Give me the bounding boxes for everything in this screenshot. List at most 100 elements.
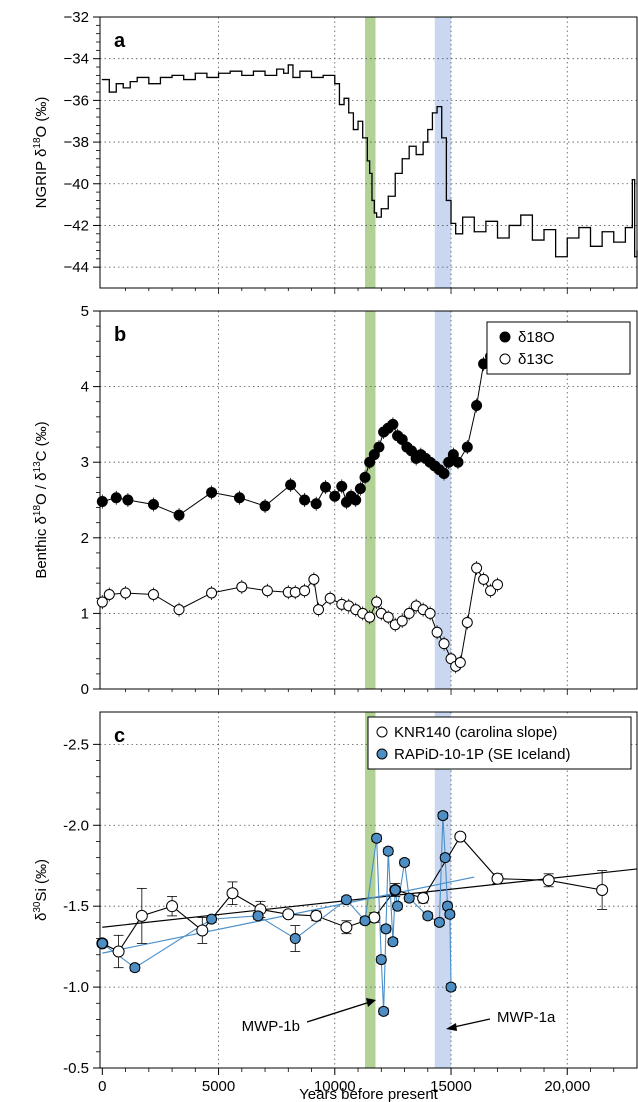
ngrip-point xyxy=(159,76,162,79)
band-a-0 xyxy=(365,17,376,288)
ngrip-point xyxy=(427,128,429,131)
legend-label-rapid: RAPiD-10-1P (SE Iceland) xyxy=(394,746,570,763)
arrowhead-mwp-1a xyxy=(446,1023,457,1031)
ngrip-point xyxy=(485,220,487,222)
ngrip-point xyxy=(394,172,396,174)
rapid-point xyxy=(289,933,301,945)
d18o-point xyxy=(310,498,322,510)
rapid-point xyxy=(252,910,264,922)
ytick-label-b-4: 4 xyxy=(81,379,89,396)
ngrip-point xyxy=(115,83,117,85)
rapid-point xyxy=(444,908,456,920)
ngrip-point xyxy=(441,137,443,139)
x-axis-label: Years before present xyxy=(299,1086,439,1102)
ngrip-point xyxy=(455,233,457,235)
legend-b-box xyxy=(486,321,631,375)
panel-b-y-label: Benthic δ18O / δ13C (‰) xyxy=(32,421,50,578)
d13c-point xyxy=(147,589,159,600)
ngrip-point xyxy=(366,160,368,162)
d18o-point xyxy=(259,500,271,512)
d13c-point xyxy=(431,626,443,638)
knr140-point xyxy=(166,900,179,913)
ngrip-point xyxy=(334,83,336,85)
ylabel-b-part1: Benthic δ xyxy=(33,516,50,579)
ngrip-point xyxy=(369,172,371,174)
ngrip-point xyxy=(613,241,615,243)
band-b-0 xyxy=(365,311,376,689)
rapid-point xyxy=(439,852,451,864)
ngrip-point xyxy=(634,256,636,258)
ngrip-point xyxy=(129,81,131,83)
panel-b-y-axis: 0 1 2 3 4 5 xyxy=(81,303,100,698)
annotation-mwp-1b: MWP-1b xyxy=(242,1018,300,1035)
ngrip-point xyxy=(473,231,475,233)
d13c-point xyxy=(485,585,497,597)
ylabel-b-part2: O / δ xyxy=(33,472,50,505)
xtick-label-3: 15000 xyxy=(430,1078,472,1095)
ytick-label-b-1: 1 xyxy=(81,605,89,622)
legend-marker-d18o xyxy=(499,331,511,343)
ngrip-point xyxy=(217,72,220,74)
rapid-point xyxy=(445,981,457,993)
knr140-point xyxy=(340,921,353,934)
arrow-mwp-1b xyxy=(306,1001,371,1023)
d13c-point xyxy=(492,579,504,591)
ngrip-point xyxy=(431,112,434,114)
rapid-point xyxy=(340,894,352,906)
ngrip-point xyxy=(589,245,592,247)
ngrip-point xyxy=(387,195,389,197)
ngrip-point xyxy=(276,68,278,70)
ytick-label-a-0: −44 xyxy=(64,259,89,276)
ngrip-point xyxy=(371,199,373,202)
ytick-label-a-2: −40 xyxy=(64,176,89,193)
d13c-point xyxy=(371,596,383,608)
ngrip-point xyxy=(601,231,603,233)
d18o-point xyxy=(387,418,399,430)
ytick-label-a-1: −42 xyxy=(64,217,89,234)
legend-label-d18o: δ18O xyxy=(518,329,555,346)
ngrip-point xyxy=(462,216,464,218)
rapid-point xyxy=(403,892,415,904)
panel-a-y-label: NGRIP δ18O (‰) xyxy=(32,97,50,209)
d18o-point xyxy=(471,400,483,411)
rapid-point xyxy=(129,962,141,974)
ngrip-point xyxy=(380,208,382,210)
rapid-point xyxy=(359,915,371,927)
d18o-point xyxy=(233,492,245,504)
d13c-point xyxy=(324,592,336,604)
highlight-bands xyxy=(365,17,452,1068)
panel-a-y-axis: −44 −42 −40 −38 −36 −34 −32 xyxy=(64,9,100,276)
legend-label-knr140: KNR140 (carolina slope) xyxy=(394,724,557,741)
ngrip-point xyxy=(299,70,301,72)
panel-a-ngrip: −44 −42 −40 −38 −36 −34 −32 a NGRIP δ18O (‰) xyxy=(32,9,638,289)
rapid-point xyxy=(437,810,449,822)
panel-c-annotations: MWP-1b MWP-1a xyxy=(242,998,556,1035)
d13c-point xyxy=(454,657,466,669)
rapid-point xyxy=(371,832,383,844)
ytick-label-c-0: -2.5 xyxy=(63,736,89,753)
ngrip-point xyxy=(310,76,313,79)
panel-a-frame xyxy=(99,16,638,289)
ylabel-c-part2: Si (‰) xyxy=(33,859,50,902)
x-axis: 0 5000 10000 15000 20,000 xyxy=(98,288,615,1095)
series-c-line-0 xyxy=(102,835,603,953)
d18o-point xyxy=(373,441,385,453)
ngrip-point xyxy=(348,112,350,114)
legend-c-box xyxy=(367,716,632,770)
panel-c-silicon: -2.5 -2.0 -1.5 -1.0 -0.5 c δ30Si (‰) KNR140 … xyxy=(32,711,638,1077)
panel-c-legend: KNR140 (carolina slope) RAPiD-10-1P (SE … xyxy=(367,716,632,770)
rapid-point xyxy=(380,923,392,935)
d18o-point xyxy=(452,456,464,468)
d13c-point xyxy=(424,607,436,619)
d13c-point xyxy=(236,581,248,593)
xtick-label-4: 20,000 xyxy=(544,1078,590,1095)
ngrip-point xyxy=(436,106,438,108)
ngrip-point xyxy=(373,212,375,214)
d18o-point xyxy=(147,499,159,511)
ylabel-a-sup: 18 xyxy=(32,137,43,149)
knr140-point xyxy=(454,830,467,843)
ngrip-point xyxy=(136,76,138,79)
ngrip-point xyxy=(122,87,124,89)
ngrip-point xyxy=(531,239,533,241)
